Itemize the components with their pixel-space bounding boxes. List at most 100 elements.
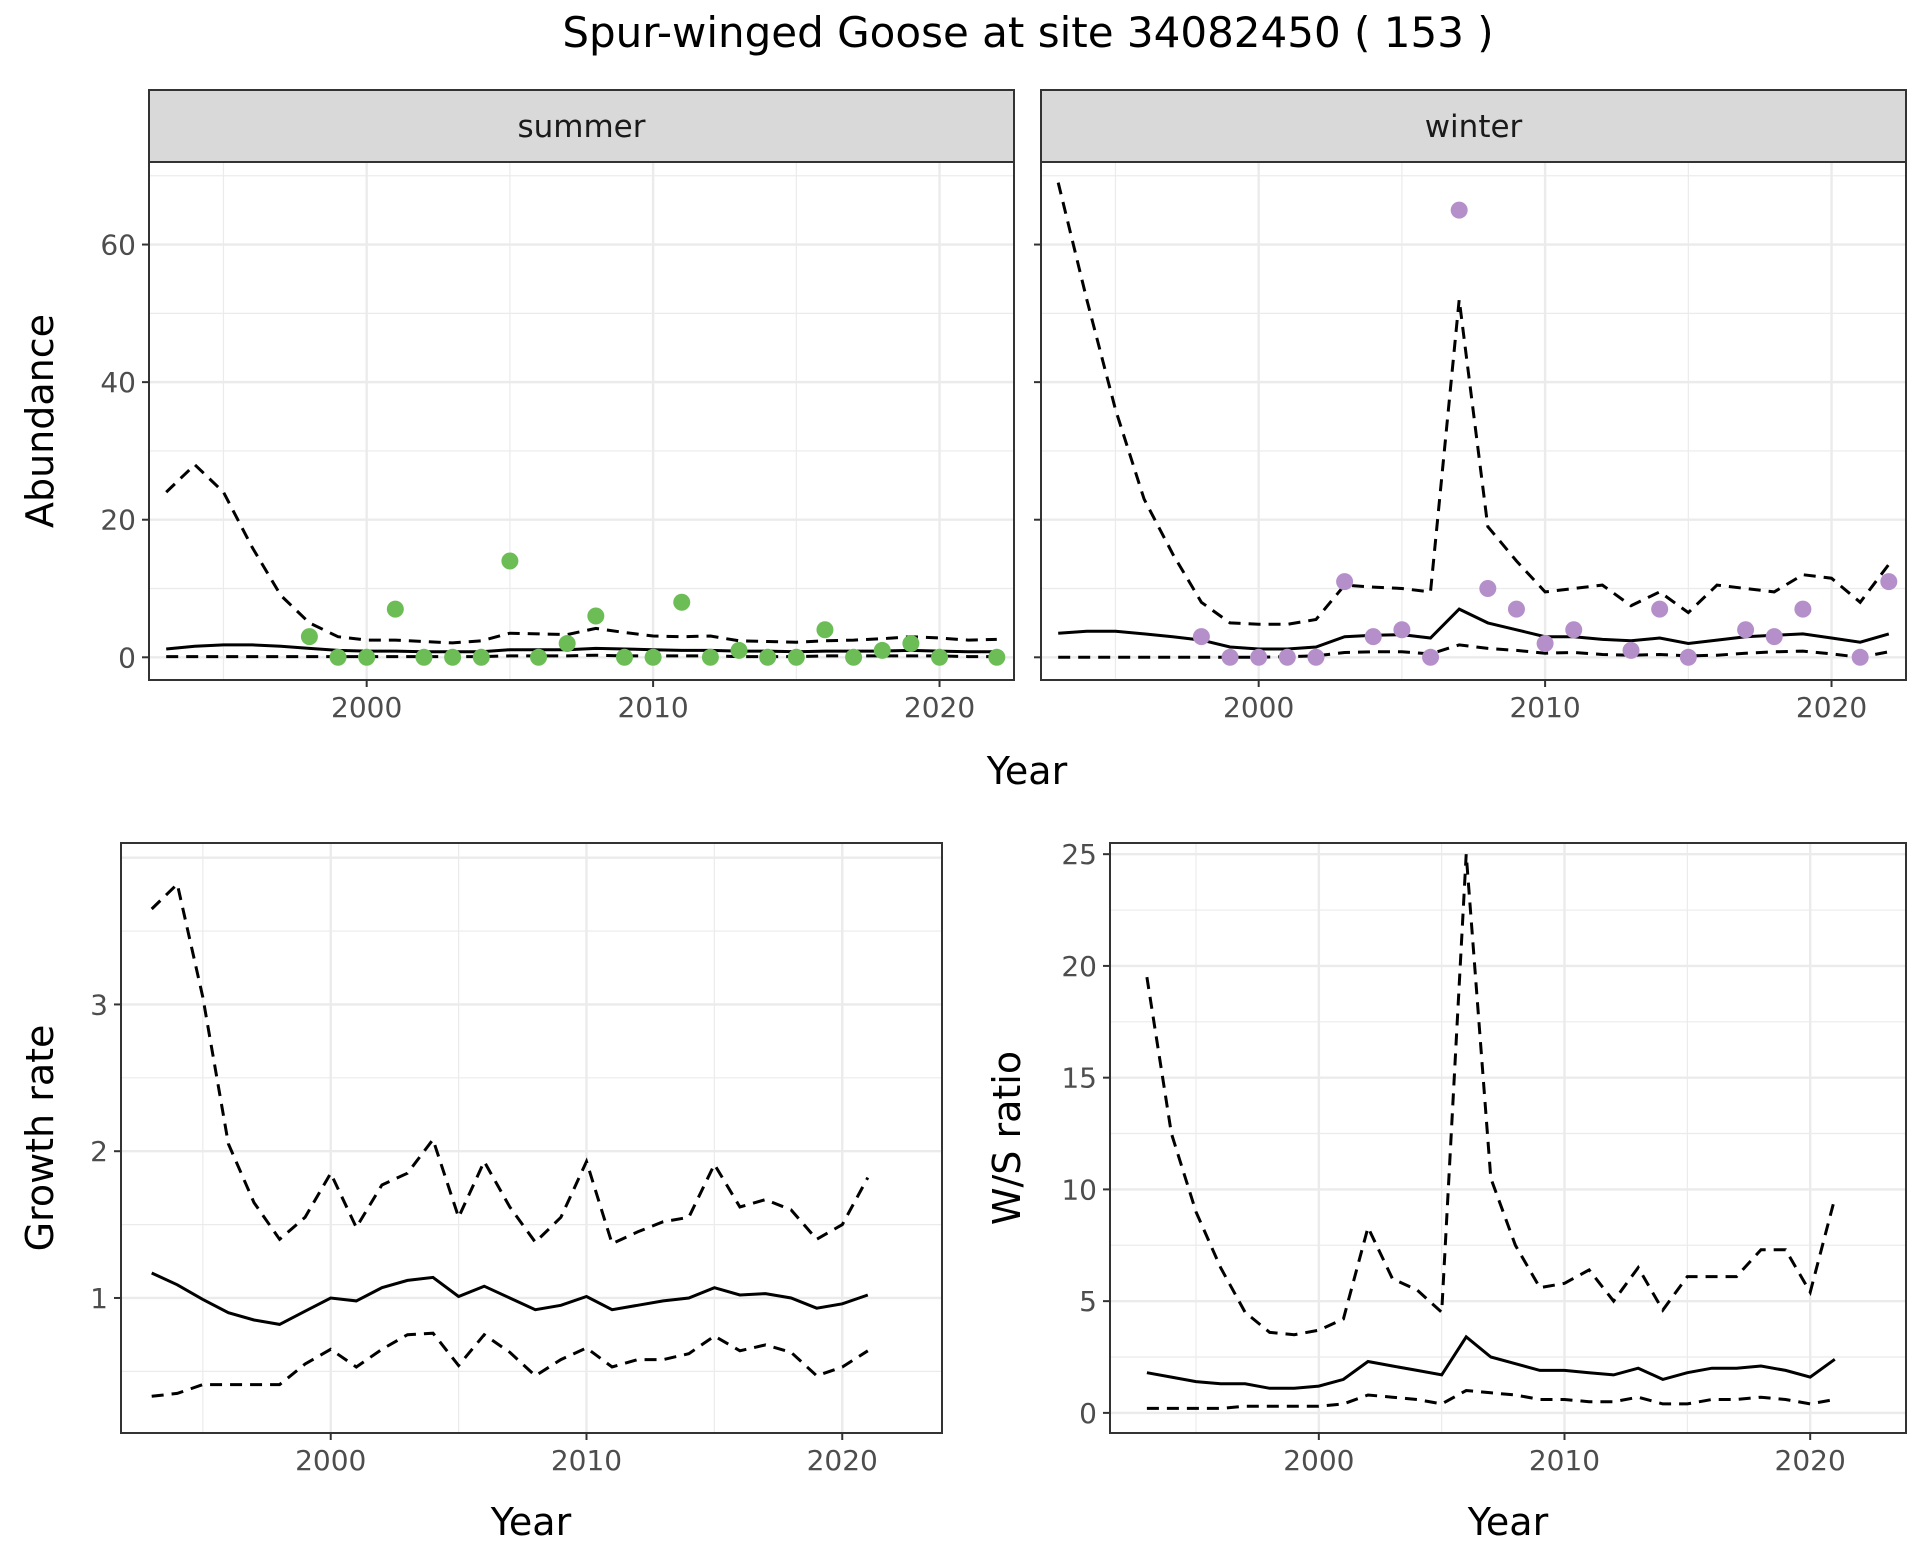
x-axis-title: Year bbox=[490, 1500, 572, 1544]
abundance-facet-winter: winter 2000 2010 2020 bbox=[1034, 89, 1907, 724]
data-point bbox=[558, 635, 576, 653]
y-axis-title: W/S ratio bbox=[985, 1051, 1029, 1225]
data-point bbox=[1479, 580, 1497, 598]
data-point bbox=[673, 593, 691, 611]
data-point bbox=[1737, 621, 1755, 639]
data-point bbox=[701, 648, 719, 666]
y-tick-label: 3 bbox=[90, 988, 108, 1021]
data-point bbox=[644, 648, 662, 666]
data-point bbox=[1507, 600, 1525, 618]
data-point bbox=[501, 552, 519, 570]
data-point bbox=[787, 648, 805, 666]
data-point bbox=[1192, 628, 1210, 646]
facet-strip bbox=[148, 89, 1015, 163]
fit-line bbox=[1146, 1334, 1836, 1390]
x-tick-label: 2010 bbox=[1509, 691, 1580, 724]
growth-panel: 2000 2010 2020 1 2 3 Growth rate Year bbox=[18, 842, 943, 1544]
facet-label: summer bbox=[517, 109, 645, 145]
data-point bbox=[1364, 628, 1382, 646]
facet-label: winter bbox=[1425, 109, 1523, 145]
fit-line bbox=[151, 1271, 869, 1326]
data-point bbox=[587, 607, 605, 625]
y-tick-label: 60 bbox=[100, 229, 136, 262]
panel-background bbox=[1110, 843, 1906, 1433]
x-tick-label: 2010 bbox=[1529, 1444, 1600, 1477]
lower-bound-line bbox=[1146, 1388, 1836, 1410]
x-tick-label: 2010 bbox=[551, 1444, 622, 1477]
panel-border bbox=[148, 161, 1015, 681]
data-point bbox=[1679, 648, 1697, 666]
abundance-facet-summer: summer 2000 2010 2020 0 20 40 60 bbox=[100, 89, 1015, 724]
upper-bound-line bbox=[165, 462, 997, 645]
x-tick-label: 2000 bbox=[1283, 1444, 1354, 1477]
data-point bbox=[1536, 635, 1554, 653]
data-point bbox=[1794, 600, 1812, 618]
lower-bound-line bbox=[151, 1331, 869, 1398]
ws_ratio-panel: 2000 2010 2020 0 5 10 15 20 25 W/S ratio Year bbox=[985, 838, 1907, 1544]
data-point bbox=[358, 648, 376, 666]
x-tick-label: 2000 bbox=[331, 691, 402, 724]
panel-border bbox=[1109, 842, 1907, 1434]
x-tick-label: 2020 bbox=[1796, 691, 1867, 724]
data-point bbox=[1450, 201, 1468, 219]
data-point bbox=[472, 648, 490, 666]
y-tick-label: 40 bbox=[100, 366, 136, 399]
y-tick-label: 0 bbox=[118, 641, 136, 674]
y-tick-label: 15 bbox=[1061, 1062, 1097, 1095]
data-point bbox=[902, 635, 920, 653]
data-point bbox=[1565, 621, 1583, 639]
y-tick-label: 20 bbox=[100, 504, 136, 537]
y-tick-label: 5 bbox=[1079, 1285, 1097, 1318]
y-tick-label: 10 bbox=[1061, 1173, 1097, 1206]
y-tick-label: 20 bbox=[1061, 950, 1097, 983]
y-axis-title: Abundance bbox=[18, 314, 62, 528]
panel-background bbox=[149, 162, 1014, 680]
x-tick-label: 2020 bbox=[1775, 1444, 1846, 1477]
data-point bbox=[1651, 600, 1669, 618]
panel-border bbox=[1040, 161, 1907, 681]
y-tick-label: 0 bbox=[1079, 1397, 1097, 1430]
data-point bbox=[873, 641, 891, 659]
y-tick-label: 1 bbox=[90, 1282, 108, 1315]
upper-bound-line bbox=[150, 881, 870, 1246]
data-point bbox=[988, 648, 1006, 666]
data-point bbox=[1336, 573, 1354, 591]
data-point bbox=[1250, 648, 1268, 666]
data-point bbox=[415, 648, 433, 666]
data-point bbox=[730, 641, 748, 659]
data-point bbox=[816, 621, 834, 639]
data-point bbox=[1765, 628, 1783, 646]
x-tick-label: 2010 bbox=[617, 691, 688, 724]
panel-background bbox=[121, 843, 942, 1433]
x-axis-title: Year bbox=[1467, 1500, 1549, 1544]
chart-title: Spur-winged Goose at site 34082450 ( 153… bbox=[562, 8, 1493, 57]
data-point bbox=[615, 648, 633, 666]
data-point bbox=[1393, 621, 1411, 639]
facet-strip bbox=[1040, 89, 1907, 163]
x-tick-label: 2020 bbox=[904, 691, 975, 724]
upper-bound-line bbox=[1056, 182, 1890, 626]
data-point bbox=[1221, 648, 1239, 666]
data-point bbox=[1422, 648, 1440, 666]
y-tick-label: 2 bbox=[90, 1135, 108, 1168]
data-point bbox=[530, 648, 548, 666]
y-axis-title: Growth rate bbox=[18, 1025, 62, 1252]
data-point bbox=[759, 648, 777, 666]
data-point bbox=[1307, 648, 1325, 666]
x-tick-label: 2000 bbox=[1223, 691, 1294, 724]
data-point bbox=[1622, 641, 1640, 659]
data-point bbox=[386, 600, 404, 618]
x-tick-label: 2020 bbox=[807, 1444, 878, 1477]
y-tick-label: 25 bbox=[1061, 838, 1097, 871]
data-point bbox=[1851, 648, 1869, 666]
x-tick-label: 2000 bbox=[295, 1444, 366, 1477]
data-point bbox=[1880, 573, 1898, 591]
panel-background bbox=[1041, 162, 1906, 680]
data-point bbox=[845, 648, 863, 666]
data-point bbox=[1278, 648, 1296, 666]
x-axis-title: Year bbox=[986, 749, 1068, 793]
data-point bbox=[300, 628, 318, 646]
data-point bbox=[444, 648, 462, 666]
data-point bbox=[931, 648, 949, 666]
